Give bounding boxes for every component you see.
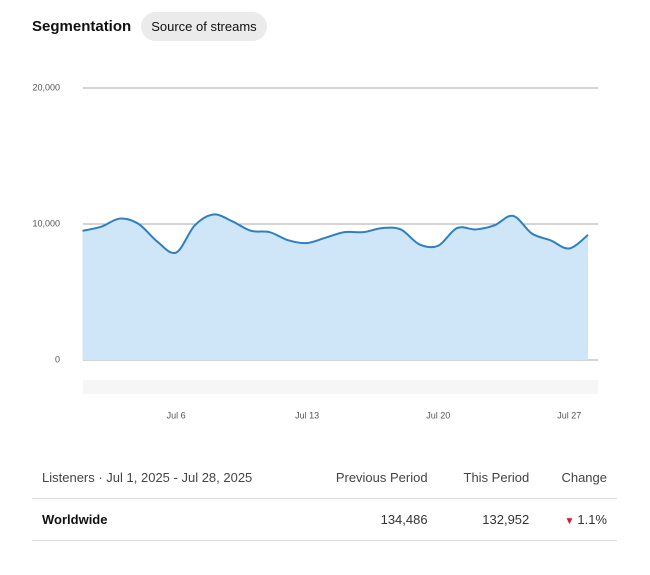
change: 1.1% — [577, 512, 607, 527]
x-tick-label: Jul 20 — [426, 410, 450, 420]
chart: 0 10,000 20,000 Jul 6 Jul 13 Jul 20 Jul 27 — [32, 82, 598, 420]
y-tick-label: 10,000 — [32, 218, 60, 228]
scroll-band — [83, 380, 598, 394]
x-tick-label: Jul 13 — [295, 410, 319, 420]
area — [82, 214, 588, 360]
y-tick-label: 20,000 — [32, 82, 60, 92]
cell: ▼ 1.1% — [539, 498, 617, 541]
x-tick-label: Jul 6 — [167, 410, 186, 420]
cell: 134,486 — [305, 498, 438, 541]
down-icon: ▼ — [564, 516, 575, 527]
col-header: Listeners · Jul 1, 2025 - Jul 28, 2025 — [32, 458, 306, 499]
table: Listeners · Jul 1, 2025 - Jul 28, 2025 P… — [32, 458, 617, 541]
line — [82, 213, 589, 255]
col-header: Change — [539, 458, 617, 499]
col-header: Previous Period — [305, 458, 438, 499]
table-row: Worldwide 134,486 132,952 ▼ 1.1% — [32, 498, 617, 541]
header: Segmentation Source of streams — [32, 12, 267, 41]
filter-pill[interactable]: Source of streams — [141, 12, 267, 41]
y-tick-label: 0 — [55, 354, 60, 364]
x-tick-label: Jul 27 — [557, 410, 581, 420]
cell: 132,952 — [437, 498, 540, 541]
table-header: Listeners · Jul 1, 2025 - Jul 28, 2025 P… — [32, 458, 617, 499]
title: Segmentation — [32, 18, 132, 35]
cell: Worldwide — [32, 498, 306, 541]
col-header: This Period — [437, 458, 540, 499]
